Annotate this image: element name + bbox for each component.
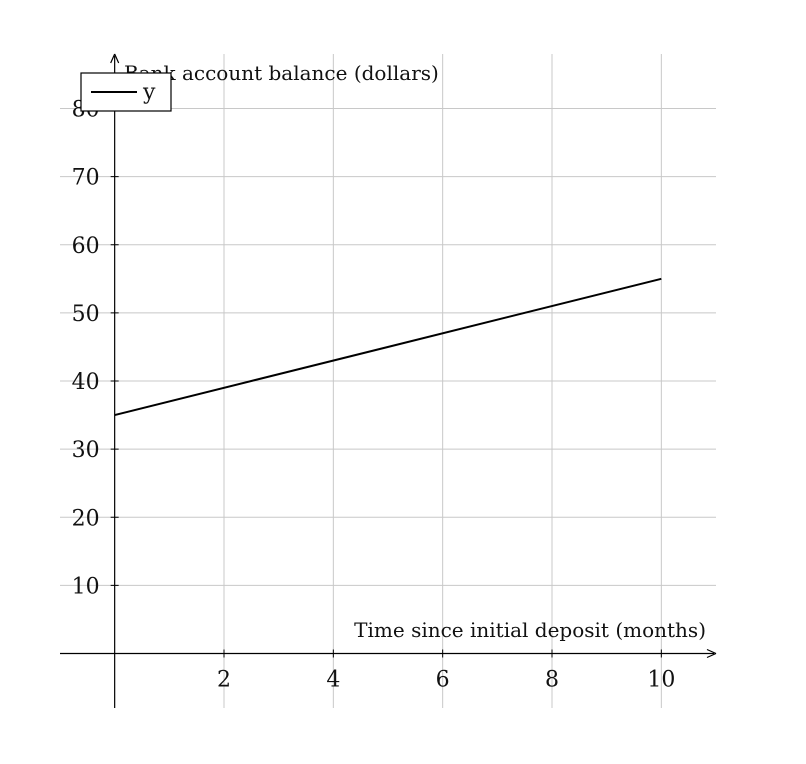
axes (60, 53, 717, 708)
series-line-y (114, 277, 662, 417)
y-tick-label-30: 30 (72, 438, 100, 463)
legend: y (80, 72, 172, 112)
series-lines (114, 277, 662, 417)
x-tick-label-4: 4 (326, 668, 340, 693)
y-tick-label-70: 70 (72, 166, 100, 191)
legend-label-y: y (142, 80, 156, 105)
x-tick-label-2: 2 (217, 668, 231, 693)
x-axis-label: Time since initial deposit (months) (354, 618, 706, 642)
y-tick-label-40: 40 (72, 370, 100, 395)
x-tick-label-8: 8 (545, 668, 559, 693)
y-axis-label: Bank account balance (dollars) (124, 61, 439, 85)
y-tick-label-60: 60 (72, 234, 100, 259)
x-tick-label-10: 10 (647, 668, 675, 693)
y-tick-label-50: 50 (72, 302, 100, 327)
y-axis-arrow (110, 53, 120, 64)
x-axis-arrow (706, 648, 717, 659)
y-tick-label-10: 10 (72, 574, 100, 599)
grid (60, 54, 716, 708)
x-tick-label-6: 6 (436, 668, 450, 693)
y-tick-label-20: 20 (72, 506, 100, 531)
tick-labels: 2468101020304050607080 (72, 98, 676, 693)
